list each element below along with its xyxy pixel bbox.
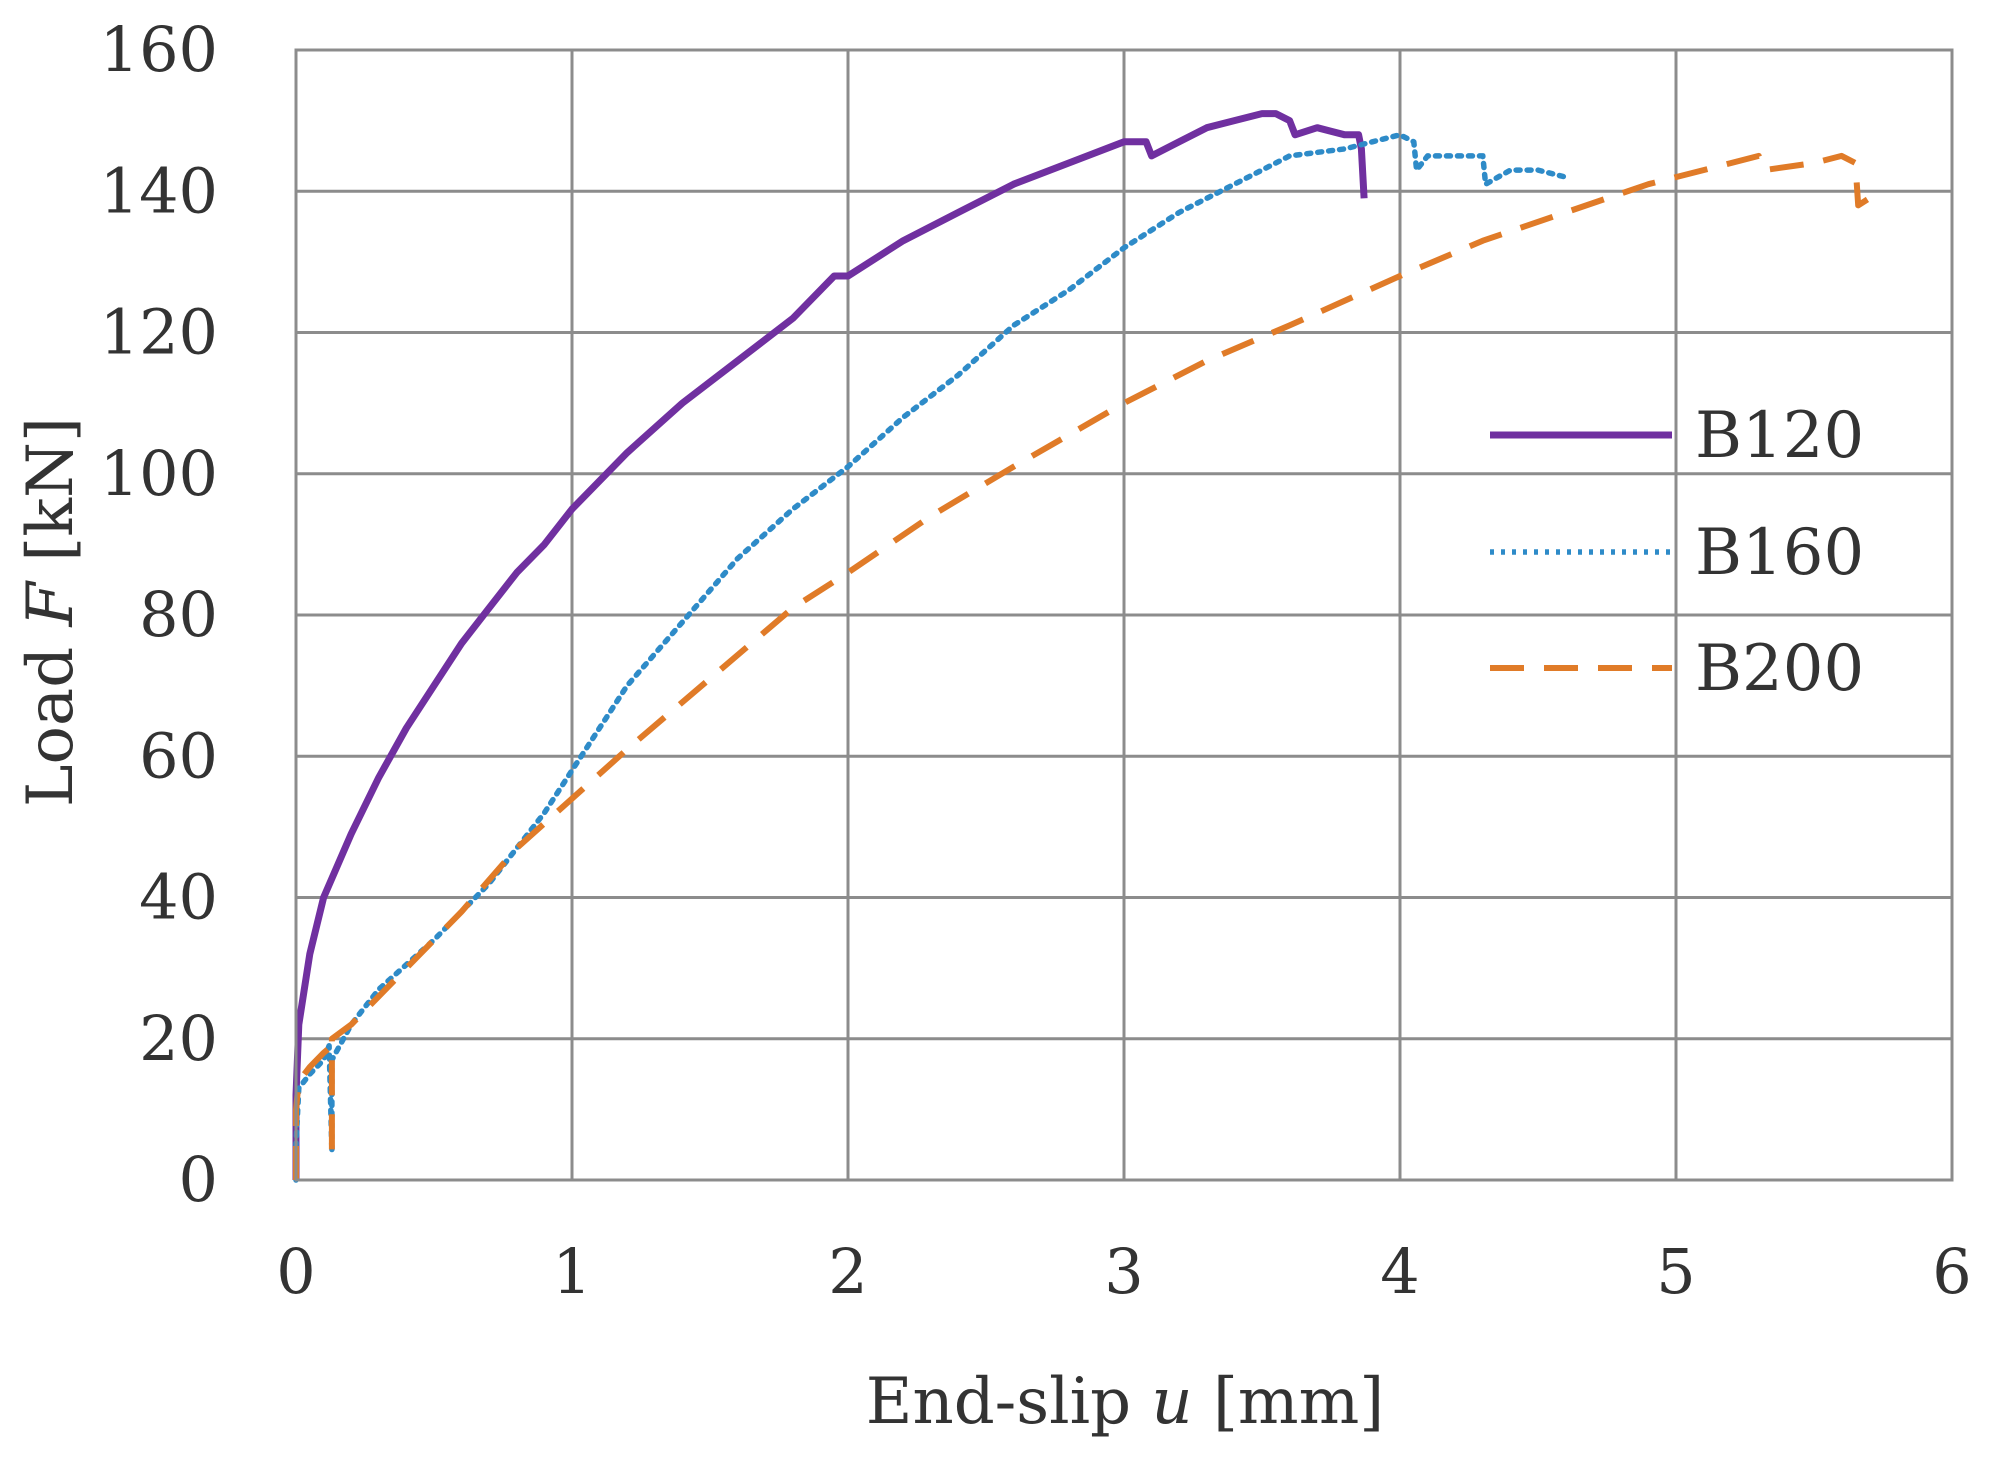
y-tick-label-2: 40 [139, 861, 218, 934]
series-layer [292, 110, 1871, 1183]
y-tick-labels: 0 20 40 60 80 100 120 140 160 [100, 13, 218, 1216]
legend-label-b120: B120 [1695, 399, 1864, 473]
y-tick-label-8: 160 [100, 13, 218, 86]
legend-label-b200: B200 [1695, 632, 1864, 706]
y-tick-label-7: 140 [100, 154, 218, 227]
y-tick-label-4: 80 [139, 578, 218, 651]
y-axis-label: Load F [kN] [14, 417, 88, 807]
series-line-b160 [293, 132, 1569, 1183]
x-tick-label-2: 2 [828, 1235, 867, 1308]
x-tick-label-3: 3 [1104, 1235, 1143, 1308]
y-tick-label-0: 0 [179, 1143, 218, 1216]
x-tick-label-5: 5 [1656, 1235, 1695, 1308]
x-tick-label-6: 6 [1932, 1235, 1971, 1308]
plot-area-border [294, 48, 1954, 1182]
y-tick-label-1: 20 [139, 1002, 218, 1075]
x-tick-label-1: 1 [552, 1235, 591, 1308]
y-tick-label-6: 120 [100, 296, 218, 369]
x-tick-label-4: 4 [1380, 1235, 1419, 1308]
grid [294, 48, 1954, 1182]
series-line-b120 [292, 110, 1368, 1180]
series-line-b200 [293, 152, 1871, 1180]
y-tick-label-5: 100 [100, 437, 218, 510]
legend: B120 B160 B200 [1490, 399, 1864, 706]
x-tick-labels: 0 1 2 3 4 5 6 [276, 1235, 1971, 1308]
legend-label-b160: B160 [1695, 516, 1864, 590]
y-tick-label-3: 60 [139, 719, 218, 792]
x-axis-label: End-slip u [mm] [866, 1365, 1385, 1439]
x-tick-label-0: 0 [276, 1235, 315, 1308]
